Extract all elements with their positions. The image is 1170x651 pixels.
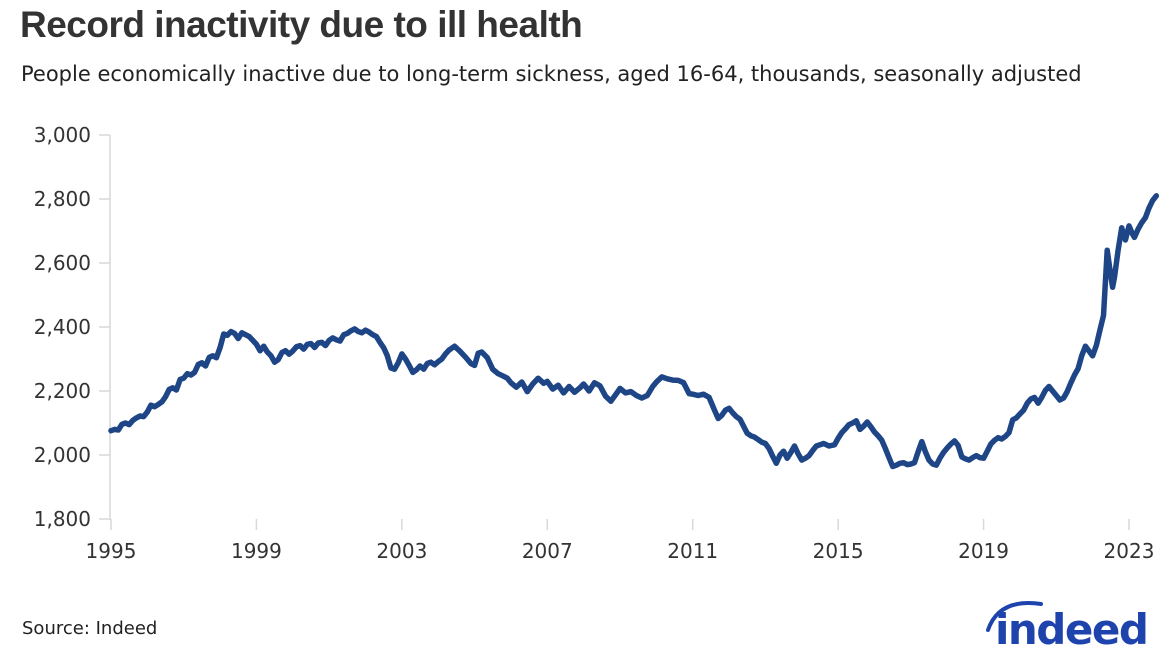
data-line: [108, 193, 1160, 470]
logo-swash-icon: [986, 601, 1043, 632]
chart-subtitle: People economically inactive due to long…: [21, 62, 1082, 86]
y-tick-label: 2,400: [34, 315, 91, 339]
logo-wordmark: indeed: [995, 605, 1147, 651]
y-tick-label: 2,600: [34, 251, 91, 275]
y-tick-label: 2,800: [34, 187, 91, 211]
y-tick-label: 1,800: [34, 507, 91, 531]
chart-title: Record inactivity due to ill health: [20, 4, 583, 45]
x-tick-label: 2007: [522, 539, 573, 563]
x-tick-label: 2023: [1104, 539, 1155, 563]
x-tick-label: 2011: [667, 539, 718, 563]
x-tick-label: 1995: [86, 539, 137, 563]
source-note: Source: Indeed: [22, 618, 158, 639]
x-tick-label: 2015: [813, 539, 864, 563]
indeed-logo: indeed: [986, 601, 1149, 651]
y-tick-label: 2,200: [34, 379, 91, 403]
x-tick-label: 1999: [231, 539, 282, 563]
x-tick-label: 2019: [958, 539, 1009, 563]
y-tick-label: 2,000: [34, 443, 91, 467]
y-tick-label: 3,000: [34, 123, 91, 147]
x-tick-label: 2003: [376, 539, 427, 563]
